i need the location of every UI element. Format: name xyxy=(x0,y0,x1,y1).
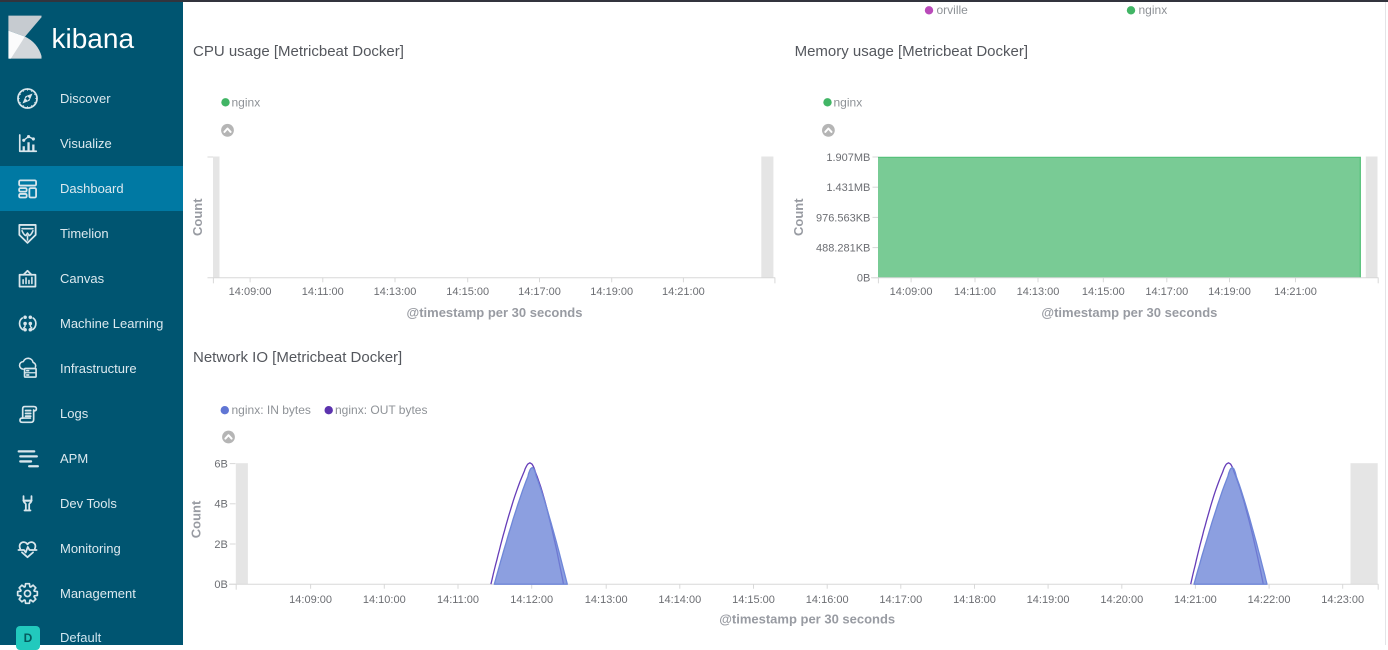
svg-text:14:09:00: 14:09:00 xyxy=(289,594,332,606)
svg-text:14:13:00: 14:13:00 xyxy=(374,286,417,298)
svg-text:@timestamp per 30 seconds: @timestamp per 30 seconds xyxy=(719,611,895,626)
svg-text:488.281KB: 488.281KB xyxy=(816,243,870,255)
svg-text:14:16:00: 14:16:00 xyxy=(806,594,849,606)
svg-text:14:15:00: 14:15:00 xyxy=(732,594,775,606)
svg-text:14:15:00: 14:15:00 xyxy=(446,286,489,298)
svg-text:orville: orville xyxy=(937,3,969,17)
svg-text:14:13:00: 14:13:00 xyxy=(1017,286,1060,298)
svg-text:14:23:00: 14:23:00 xyxy=(1321,594,1364,606)
svg-text:14:09:00: 14:09:00 xyxy=(890,286,933,298)
svg-text:Count: Count xyxy=(190,198,205,236)
svg-text:14:15:00: 14:15:00 xyxy=(1082,286,1125,298)
svg-text:14:11:00: 14:11:00 xyxy=(302,286,344,298)
svg-text:nginx: OUT bytes: nginx: OUT bytes xyxy=(335,403,427,417)
svg-text:14:19:00: 14:19:00 xyxy=(1027,594,1070,606)
svg-text:976.563KB: 976.563KB xyxy=(816,212,870,224)
svg-text:14:10:00: 14:10:00 xyxy=(363,594,406,606)
svg-text:6B: 6B xyxy=(214,459,227,471)
svg-text:14:21:00: 14:21:00 xyxy=(1274,286,1317,298)
svg-text:@timestamp per 30 seconds: @timestamp per 30 seconds xyxy=(407,305,583,320)
svg-text:@timestamp per 30 seconds: @timestamp per 30 seconds xyxy=(1041,305,1217,320)
svg-text:14:17:00: 14:17:00 xyxy=(518,286,561,298)
svg-text:14:22:00: 14:22:00 xyxy=(1248,594,1291,606)
svg-text:14:18:00: 14:18:00 xyxy=(953,594,996,606)
svg-text:Count: Count xyxy=(189,500,204,538)
svg-text:0B: 0B xyxy=(857,273,870,285)
svg-text:14:19:00: 14:19:00 xyxy=(590,286,633,298)
svg-text:14:21:00: 14:21:00 xyxy=(1174,594,1217,606)
svg-text:1.431MB: 1.431MB xyxy=(826,182,870,194)
svg-text:2B: 2B xyxy=(214,539,227,551)
svg-text:14:14:00: 14:14:00 xyxy=(658,594,701,606)
svg-text:14:20:00: 14:20:00 xyxy=(1100,594,1143,606)
svg-text:14:12:00: 14:12:00 xyxy=(510,594,553,606)
svg-text:14:17:00: 14:17:00 xyxy=(1145,286,1188,298)
svg-text:4B: 4B xyxy=(214,499,227,511)
svg-text:Count: Count xyxy=(791,198,806,236)
svg-text:14:11:00: 14:11:00 xyxy=(437,594,479,606)
svg-text:nginx: nginx xyxy=(232,95,261,109)
svg-text:nginx: IN bytes: nginx: IN bytes xyxy=(232,403,311,417)
svg-text:14:21:00: 14:21:00 xyxy=(662,286,705,298)
svg-text:0B: 0B xyxy=(214,579,227,591)
svg-text:1.907MB: 1.907MB xyxy=(826,152,870,164)
svg-text:14:19:00: 14:19:00 xyxy=(1208,286,1251,298)
svg-text:14:13:00: 14:13:00 xyxy=(585,594,628,606)
svg-text:14:11:00: 14:11:00 xyxy=(954,286,996,298)
svg-text:14:17:00: 14:17:00 xyxy=(879,594,922,606)
svg-text:14:09:00: 14:09:00 xyxy=(229,286,272,298)
svg-text:nginx: nginx xyxy=(1139,3,1168,17)
svg-text:nginx: nginx xyxy=(834,95,863,109)
